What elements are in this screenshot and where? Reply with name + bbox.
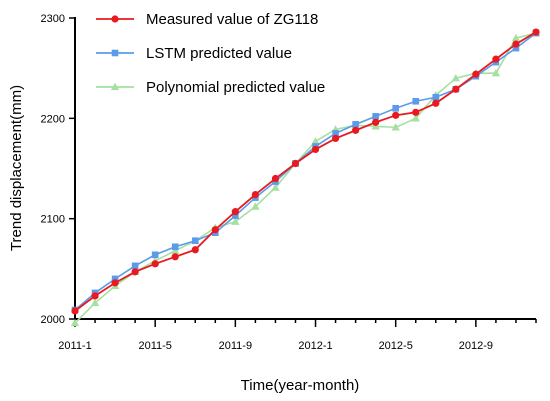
data-point-lstm [392, 105, 399, 112]
data-point-polynomial [90, 298, 100, 307]
legend-item-measured: Measured value of ZG118 [96, 11, 318, 28]
data-point-polynomial [311, 137, 320, 145]
data-point-polynomial [271, 183, 280, 191]
data-point-measured [171, 253, 179, 261]
data-point-measured [111, 279, 119, 287]
series-layer [70, 28, 541, 327]
data-point-lstm [332, 130, 339, 137]
legend-item-lstm: LSTM predicted value [96, 45, 292, 62]
data-point-measured [71, 307, 79, 315]
data-point-measured [372, 118, 380, 126]
data-point-polynomial [511, 33, 521, 42]
x-tick-label: 2012-1 [298, 340, 332, 352]
legend-label: Polynomial predicted value [146, 79, 325, 96]
legend-label: LSTM predicted value [146, 45, 292, 62]
data-point-measured [151, 260, 159, 268]
data-point-lstm [432, 93, 440, 101]
data-point-measured [211, 226, 219, 234]
data-point-measured [392, 111, 400, 119]
data-point-measured [251, 190, 259, 199]
legend-item-polynomial: Polynomial predicted value [96, 79, 325, 96]
axes [74, 17, 536, 320]
y-tick-label: 2300 [41, 13, 65, 25]
data-point-measured [91, 292, 99, 300]
data-point-polynomial [411, 114, 420, 122]
data-point-measured [452, 85, 460, 93]
data-point-lstm [151, 251, 159, 259]
x-axis-title: Time(year-month) [241, 377, 360, 394]
data-point-measured [291, 159, 300, 168]
legend-marker-measured [111, 15, 119, 23]
data-point-lstm [111, 275, 119, 283]
data-point-lstm [352, 121, 359, 128]
data-point-polynomial [231, 217, 240, 225]
legend: Measured value of ZG118 LSTM predicted va… [96, 11, 325, 96]
data-point-measured [331, 134, 340, 142]
data-point-polynomial [451, 74, 461, 82]
x-tick-label: 2011-1 [58, 340, 91, 352]
data-point-measured [311, 145, 320, 154]
data-point-measured [352, 126, 360, 134]
x-tick-label: 2012-5 [379, 340, 413, 352]
data-point-measured [412, 108, 420, 116]
y-tick-label: 2100 [41, 214, 65, 226]
data-point-polynomial [171, 246, 180, 254]
series-polynomial [70, 28, 541, 327]
data-point-lstm [171, 243, 179, 251]
data-point-measured [191, 246, 199, 254]
data-point-polynomial [251, 202, 260, 210]
legend-marker-polynomial [110, 82, 120, 91]
x-tick-label: 2012-9 [459, 340, 493, 352]
data-point-measured [472, 70, 480, 78]
data-point-polynomial [391, 123, 400, 131]
x-tick-label: 2011-5 [138, 340, 171, 352]
data-point-lstm [131, 262, 139, 270]
data-point-measured [512, 40, 520, 48]
data-point-measured [432, 99, 440, 107]
series-lstm [71, 29, 540, 314]
legend-marker-lstm [111, 49, 119, 57]
data-point-polynomial [491, 68, 501, 77]
data-point-measured [131, 268, 139, 276]
data-point-measured [231, 208, 239, 216]
series-measured [71, 28, 540, 315]
series-line-polynomial [74, 32, 537, 324]
data-point-lstm [412, 97, 420, 105]
data-point-measured [271, 174, 280, 183]
x-tick-label: 2011-9 [219, 340, 252, 352]
data-point-lstm [191, 237, 199, 245]
data-point-measured [532, 28, 540, 36]
data-point-polynomial [70, 318, 80, 327]
series-line-measured [74, 31, 537, 312]
legend-label: Measured value of ZG118 [146, 11, 318, 28]
y-tick-label: 2000 [41, 314, 65, 326]
y-axis-title: Trend displacement(mm) [8, 85, 25, 251]
data-point-lstm [372, 113, 379, 120]
y-tick-label: 2200 [41, 113, 65, 125]
data-point-lstm [512, 44, 520, 52]
data-point-lstm [232, 212, 239, 219]
data-point-measured [492, 55, 500, 63]
y-ticks: 2000 2100 2200 2300 [41, 13, 75, 326]
x-ticks: 2011-1 2011-5 2011-9 2012-1 2012-5 2012-9 [58, 319, 537, 352]
